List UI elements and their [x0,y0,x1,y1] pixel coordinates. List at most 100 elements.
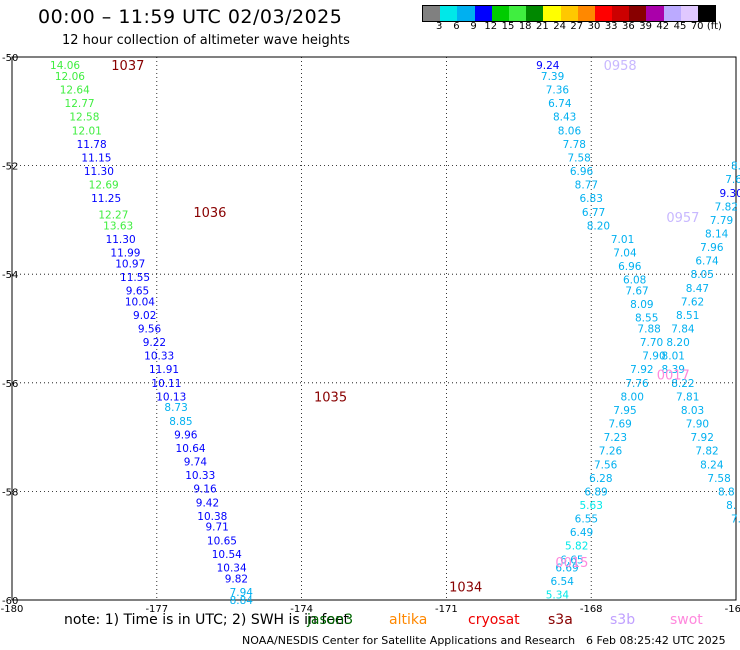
wave-height-value: 9.65 [126,285,149,297]
pass-time-label: 0958 [604,59,637,74]
wave-height-value: 14.06 [50,60,80,72]
wave-height-value: 7.82 [695,446,718,458]
y-tick-label: -54 [2,270,18,281]
legend-label: (ft) [706,21,722,32]
wave-height-value: 11.91 [149,364,179,376]
wave-height-value: 10.38 [197,511,227,523]
wave-height-value: 7.90 [642,351,665,363]
wave-height-value: 10.64 [176,443,206,455]
wave-height-value: 9.42 [196,497,219,509]
wave-height-value: 12.58 [69,112,99,124]
wave-height-value: 11.30 [106,234,136,246]
legend-label: 6 [453,21,460,32]
wave-height-value: 10.33 [185,470,215,482]
legend-label: 45 [673,21,687,32]
wave-height-value: 7.96 [700,242,724,254]
wave-height-value: 6.96 [618,261,642,273]
x-tick-label: -174 [290,604,313,615]
wave-height-value: 6.89 [584,486,607,498]
wave-height-value: 6.74 [695,256,719,268]
wave-height-value: 9.30 [719,188,740,200]
footer-organization: NOAA/NESDIS Center for Satellite Applica… [242,634,576,647]
x-tick-label: -180 [1,604,24,615]
legend-swatch [508,6,527,21]
wave-height-value: 8.51 [676,310,699,322]
wave-height-value: 7.69 [608,419,631,431]
wave-height-value: 5.34 [546,590,570,602]
wave-height-value: 9.16 [193,484,217,496]
wave-height-value: 7.6 [725,174,740,186]
wave-height-value: 6.83 [580,193,603,205]
satellite-s3a: s3a [548,612,573,628]
wave-height-value: 10.97 [115,258,145,270]
wave-height-value: 7.62 [681,296,704,308]
wave-height-value: 12.64 [60,85,90,97]
y-tick-label: -60 [2,596,18,607]
legend-label: 30 [587,21,601,32]
pass-time-label: 1036 [193,206,226,221]
wave-height-value: 8.22 [671,378,694,390]
wave-height-value: 9.74 [184,457,208,469]
legend-label: 3 [436,21,443,32]
legend-swatch [474,6,492,21]
wave-height-value: 7.92 [691,432,714,444]
color-scale-bar [422,5,717,22]
y-tick-label: -52 [2,162,18,173]
satellite-jason3: jason3 [307,612,354,628]
legend-label: 42 [656,21,670,32]
wave-height-value: 7.94 [230,587,254,599]
wave-height-value: 7.39 [541,71,564,83]
wave-height-value: 5.63 [580,500,603,512]
wave-height-value: 6.49 [570,527,593,539]
wave-height-value: 8.8 [718,486,735,498]
wave-height-value: 7.76 [625,378,649,390]
x-tick-label: -168 [580,604,603,615]
wave-height-value: 12.06 [55,71,85,83]
legend-swatch [663,6,681,21]
wave-height-value: 6.96 [570,166,594,178]
wave-height-value: 6.55 [575,514,598,526]
legend-swatch [629,6,647,21]
wave-height-value: 11.15 [81,152,111,164]
pass-time-label: 0017 [657,369,690,384]
pass-time-label: 1037 [111,59,144,74]
wave-height-value: 7.04 [613,247,637,259]
wave-height-value: 6.69 [555,562,578,574]
legend-swatch [423,6,441,21]
y-tick-label: -50 [2,53,18,64]
wave-height-value: 7.82 [715,201,738,213]
wave-height-value: 11.78 [77,139,107,151]
chart-subtitle: 12 hour collection of altimeter wave hei… [62,33,350,48]
legend-label: 18 [518,21,532,32]
wave-height-value: 9.56 [138,324,162,336]
wave-height-value: 7.78 [563,139,586,151]
x-tick-label: -171 [435,604,458,615]
plot-frame [11,56,737,601]
legend-swatch [457,6,475,21]
wave-height-value: 7.92 [630,364,653,376]
wave-height-value: 6.74 [548,98,572,110]
wave-height-value: 8.03 [681,405,704,417]
wave-height-value: 10.65 [207,535,237,547]
wave-height-value: 7. [731,514,740,526]
satellite-cryosat: cryosat [468,612,520,628]
wave-height-value: 9.96 [174,429,198,441]
wave-height-value: 6.54 [551,576,575,588]
wave-height-value: 12.77 [65,98,95,110]
y-tick-label: -56 [2,379,18,390]
legend-swatch [440,6,458,21]
wave-height-value: 8.20 [587,220,610,232]
legend-label: 9 [470,21,477,32]
wave-height-value: 7.90 [686,419,709,431]
pass-time-label: 0957 [666,211,699,226]
pass-time-label: 0015 [555,556,588,571]
pass-time-label: 1035 [314,390,347,405]
wave-height-value: 8.00 [621,391,644,403]
wave-height-value: 8.01 [662,351,685,363]
wave-height-value: 11.55 [120,272,150,284]
wave-height-value: 8.20 [666,337,689,349]
wave-height-value: 12.69 [89,180,119,192]
legend-label: 15 [501,21,515,32]
